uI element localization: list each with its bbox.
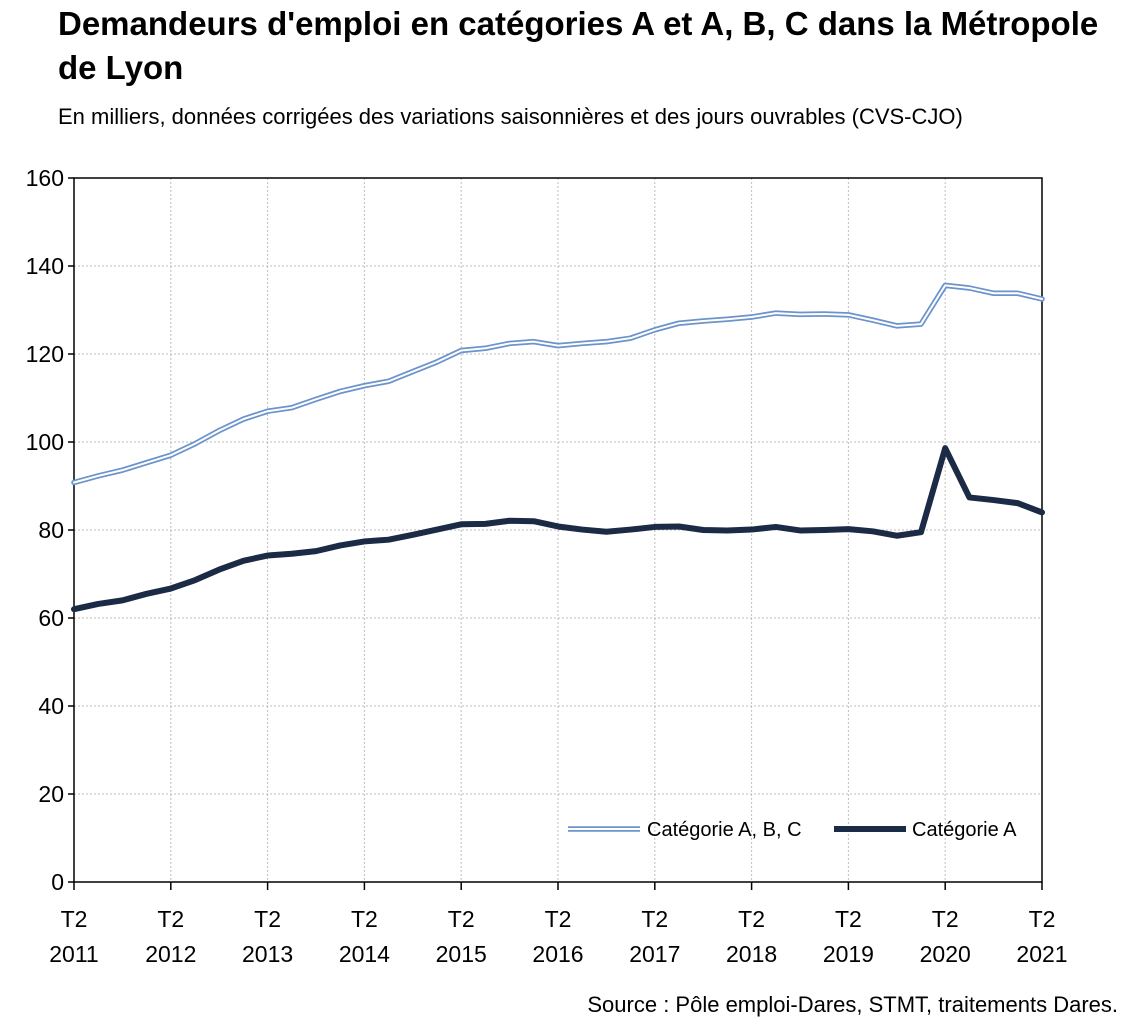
- chart-title: Demandeurs d'emploi en catégories A et A…: [58, 5, 1099, 86]
- x-tick-label-quarter: T2: [545, 906, 572, 932]
- x-tick-label-quarter: T2: [254, 906, 281, 932]
- legend-label-abc: Catégorie A, B, C: [647, 819, 802, 841]
- y-tick-label: 0: [51, 869, 64, 895]
- x-tick-label-quarter: T2: [738, 906, 765, 932]
- x-tick-label-year: 2019: [823, 941, 874, 967]
- y-tick-label: 100: [26, 429, 64, 455]
- gridlines: [74, 178, 1042, 882]
- x-tick-label-quarter: T2: [351, 906, 378, 932]
- x-tick-label-year: 2016: [532, 941, 583, 967]
- chart-subtitle: En milliers, données corrigées des varia…: [58, 104, 963, 129]
- x-tick-label-quarter: T2: [1029, 906, 1056, 932]
- y-tick-label: 60: [38, 605, 64, 631]
- x-tick-label-quarter: T2: [932, 906, 959, 932]
- legend: Catégorie A, B, C Catégorie A: [568, 819, 1017, 841]
- series-line-abc-inner: [73, 284, 1043, 484]
- y-tick-label: 140: [26, 253, 64, 279]
- x-tick-label-quarter: T2: [448, 906, 475, 932]
- x-tick-label-year: 2015: [436, 941, 487, 967]
- x-tick-label-year: 2018: [726, 941, 777, 967]
- x-tick-label-year: 2020: [920, 941, 971, 967]
- x-tick-label-year: 2012: [145, 941, 196, 967]
- legend-label-a: Catégorie A: [912, 819, 1017, 841]
- y-tick-label: 160: [26, 165, 64, 191]
- x-tick-label-quarter: T2: [641, 906, 668, 932]
- x-tick-label-year: 2017: [629, 941, 680, 967]
- axis-ticks: 0 20 40 60 80 100 120 140 160 T2 2011 T2 2012 T2 2013 T…: [26, 165, 1068, 967]
- series-lines: [71, 282, 1045, 613]
- series-line-a: [71, 445, 1045, 613]
- source-note: Source : Pôle emploi-Dares, STMT, traite…: [587, 992, 1118, 1017]
- x-tick-label-year: 2021: [1016, 941, 1067, 967]
- x-tick-label-quarter: T2: [835, 906, 862, 932]
- y-tick-label: 40: [38, 693, 64, 719]
- y-tick-label: 20: [38, 781, 64, 807]
- x-tick-label-year: 2011: [49, 941, 98, 967]
- y-tick-label: 80: [38, 517, 64, 543]
- y-tick-label: 120: [26, 341, 64, 367]
- x-tick-label-year: 2014: [339, 941, 390, 967]
- x-tick-label-year: 2013: [242, 941, 293, 967]
- x-tick-label-quarter: T2: [61, 906, 88, 932]
- x-tick-label-quarter: T2: [157, 906, 184, 932]
